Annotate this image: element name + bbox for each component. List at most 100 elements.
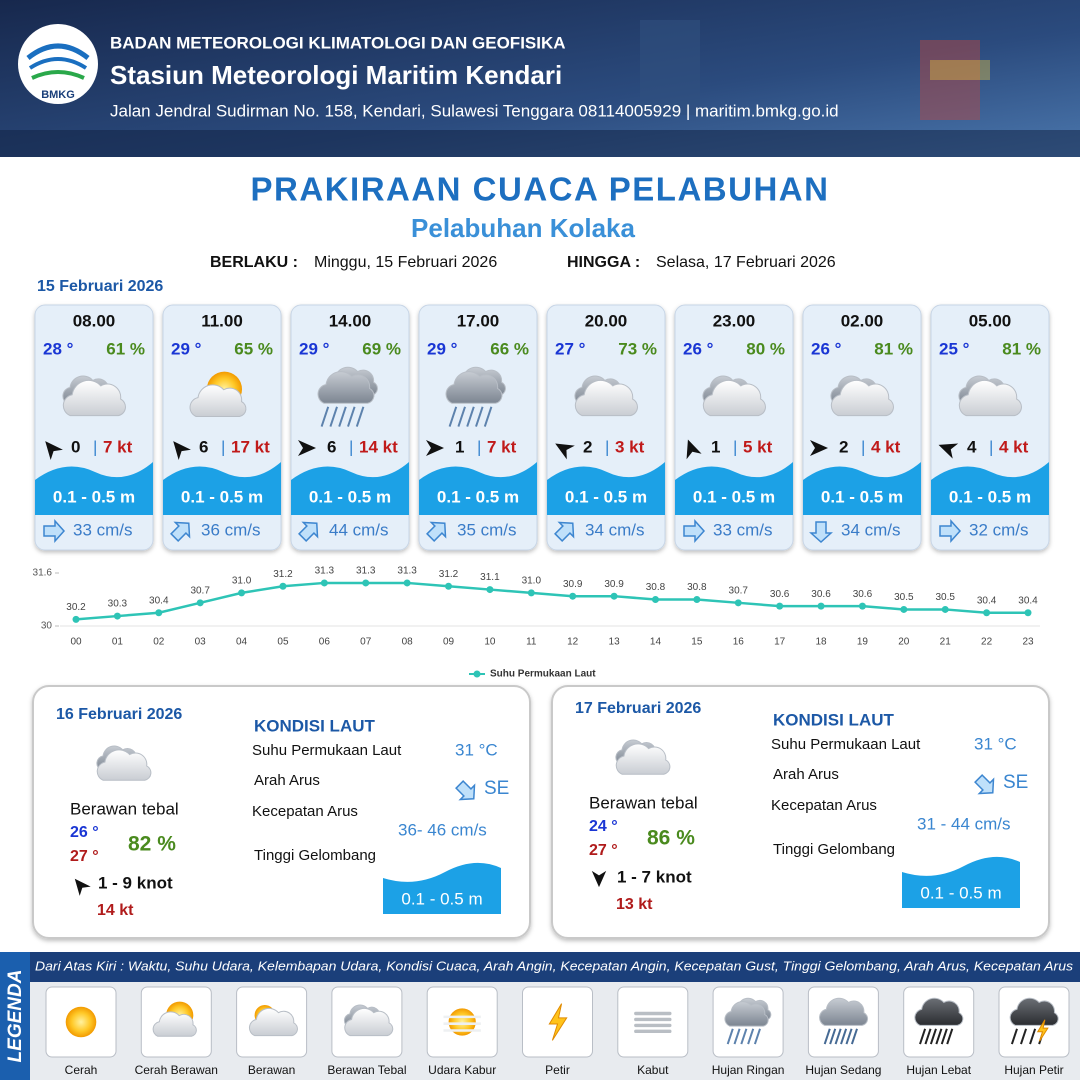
legend-marker — [473, 670, 481, 678]
rain-icon — [320, 406, 330, 427]
gust-speed: 4 kt — [871, 437, 901, 456]
sst-label: Suhu Permukaan Laut — [771, 736, 921, 753]
current-speed: 36 cm/s — [201, 520, 261, 539]
separator: | — [733, 437, 737, 456]
data-label: 31.3 — [397, 566, 417, 577]
gust-speed: 4 kt — [999, 437, 1029, 456]
sst-point — [445, 582, 453, 590]
sst-point — [776, 602, 784, 610]
wind-speed: 1 — [711, 437, 720, 456]
wind-range: 1 - 7 knot — [617, 867, 692, 886]
wave-shape — [35, 462, 153, 515]
humidity: 86 % — [647, 827, 695, 850]
x-tick-label: 19 — [857, 637, 869, 648]
rain-icon — [940, 1028, 948, 1045]
data-label: 31.0 — [232, 576, 252, 587]
wave-height: 0.1 - 0.5 m — [53, 487, 135, 506]
cloud-icon — [615, 743, 671, 775]
separator: | — [605, 437, 609, 456]
temperature: 26 ° — [811, 339, 842, 358]
logo — [18, 24, 98, 104]
condition: Berawan tebal — [589, 793, 698, 812]
gust-speed: 5 kt — [743, 437, 773, 456]
wave-shape — [902, 856, 1020, 908]
x-tick-label: 09 — [443, 637, 455, 648]
time: 08.00 — [73, 311, 116, 330]
sst-point — [196, 599, 204, 607]
current-arrow — [809, 521, 833, 544]
time: 23.00 — [713, 311, 756, 330]
gust-speed: 7 kt — [487, 437, 517, 456]
separator: | — [477, 437, 481, 456]
sun-icon — [65, 1006, 97, 1038]
gust-speed: 17 kt — [231, 437, 270, 456]
cloud-icon — [724, 1001, 769, 1027]
forecast-card: 17.00 29 ° 66 % 1 | 7 kt 0.1 - 0.5 m 35 cm/s — [418, 304, 538, 551]
rain-icon — [733, 1028, 741, 1045]
data-label: 30.9 — [604, 579, 624, 590]
data-label: 30.8 — [687, 582, 707, 593]
forecast-card: 11.00 29 ° 65 % 6 | 17 kt 0.1 - 0.5 m 36 cm/s — [162, 304, 282, 551]
wind-arrow — [591, 870, 607, 888]
rain-icon — [338, 406, 347, 427]
wind-arrow — [938, 443, 959, 459]
legend-icon-box — [617, 986, 689, 1058]
temperature: 25 ° — [939, 339, 970, 358]
cloud-icon — [344, 1007, 394, 1037]
humidity: 61 % — [106, 339, 145, 358]
sst-point — [72, 615, 80, 623]
legend-band — [0, 952, 30, 1080]
wave-label: Tinggi Gelombang — [773, 841, 895, 858]
wave-height: 0.1 - 0.5 m — [821, 487, 903, 506]
gust-speed: 7 kt — [103, 437, 133, 456]
gust: 13 kt — [616, 896, 653, 913]
lightning-icon — [1036, 1019, 1049, 1042]
rain-icon — [1029, 1028, 1037, 1045]
rain-icon — [475, 406, 484, 427]
wave-shape — [803, 462, 921, 515]
day-box: 16 Februari 2026 Berawan tebal 26 ° 27 ° 82 … — [32, 685, 531, 939]
x-tick-label: 05 — [277, 637, 289, 648]
current-direction: SE — [484, 778, 509, 799]
wave-shape — [547, 462, 665, 515]
legend-item-label: Berawan — [248, 1063, 295, 1077]
sun-icon — [448, 1008, 476, 1036]
current-direction: SE — [1003, 772, 1028, 793]
sst-point — [320, 579, 328, 587]
legend-description: Dari Atas Kiri : Waktu, Suhu Udara, Kele… — [35, 958, 1074, 973]
current-speed: 36- 46 cm/s — [398, 820, 487, 839]
forecast-card: 08.00 28 ° 61 % 0 | 7 kt 0.1 - 0.5 m 33 cm/s — [34, 304, 154, 551]
temperature: 27 ° — [555, 339, 586, 358]
day-date: 17 Februari 2026 — [575, 700, 701, 717]
header-decoration — [640, 20, 700, 115]
current-speed-label: Kecepatan Arus — [252, 803, 358, 820]
forecast-card: 23.00 26 ° 80 % 1 | 5 kt 0.1 - 0.5 m 33 cm/s — [674, 304, 794, 551]
data-label: 30.4 — [1018, 595, 1038, 606]
temperature: 28 ° — [43, 339, 74, 358]
wave-height: 0.1 - 0.5 m — [693, 487, 775, 506]
current-arrow — [43, 519, 66, 543]
wave-height: 0.1 - 0.5 m — [920, 883, 1001, 902]
wind-arrow — [74, 878, 91, 896]
legend-item-label: Berawan Tebal — [327, 1063, 406, 1077]
wave-shape — [675, 462, 793, 515]
x-tick-label: 17 — [774, 637, 786, 648]
current-dir-label: Arah Arus — [773, 766, 839, 783]
legend-strip — [30, 952, 1080, 982]
cloud-icon — [702, 380, 766, 417]
x-tick-label: 20 — [898, 637, 910, 648]
rain-icon — [829, 1028, 837, 1045]
x-tick-label: 06 — [319, 637, 331, 648]
wind-arrow — [555, 443, 575, 460]
time: 14.00 — [329, 311, 372, 330]
forecast-card: 05.00 25 ° 81 % 4 | 4 kt 0.1 - 0.5 m 32 cm/s — [930, 304, 1050, 551]
header-decoration — [0, 130, 1080, 157]
sea-title: KONDISI LAUT — [773, 710, 895, 729]
rain-icon — [946, 1028, 954, 1045]
cloud-icon — [248, 1007, 298, 1037]
cloud-icon — [96, 749, 152, 781]
current-arrow — [554, 521, 575, 542]
temp-max: 27 ° — [70, 848, 99, 865]
logo — [31, 70, 85, 80]
legend-item-label: Hujan Ringan — [712, 1063, 785, 1077]
